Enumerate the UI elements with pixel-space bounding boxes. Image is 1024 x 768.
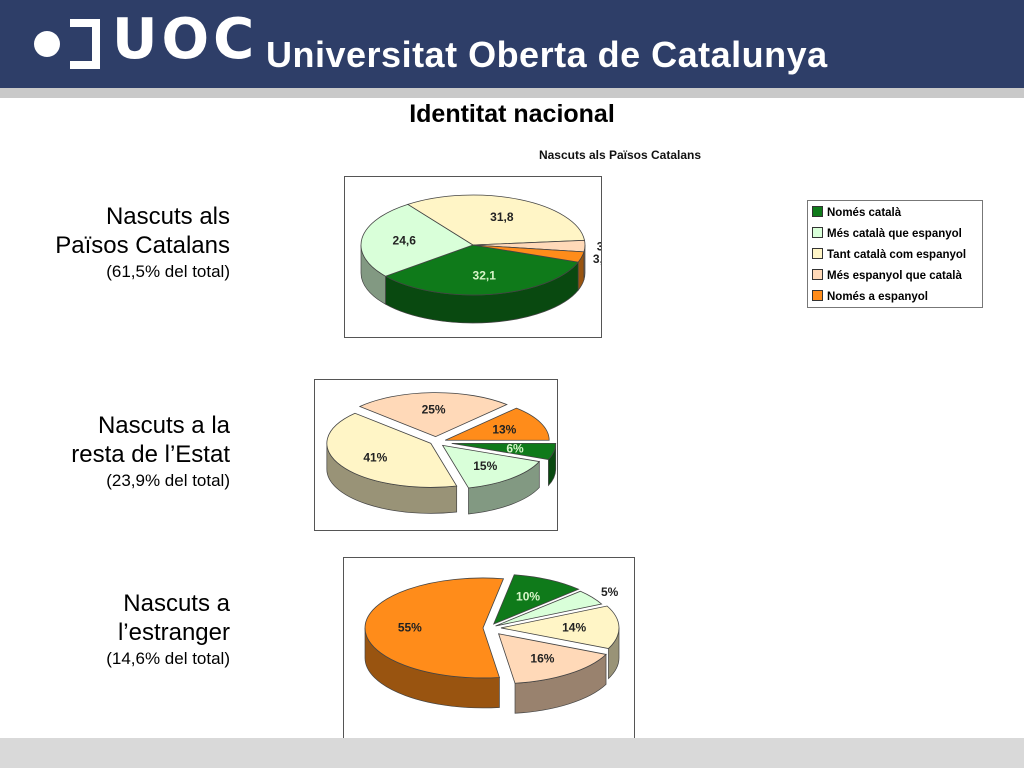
chart-legend: Només català Més català que espanyol Tan… (807, 200, 983, 308)
slide-title: Identitat nacional (409, 100, 615, 128)
pie-data-label: 15% (473, 459, 497, 473)
pie-slice (364, 577, 505, 679)
pie-slice (445, 407, 550, 441)
group-label-line1: Nascuts a la (97, 412, 230, 439)
pie-data-label: 13% (492, 422, 516, 436)
university-name: Universitat Oberta de Catalunya (266, 34, 828, 75)
uoc-logo-icon (34, 19, 100, 69)
pie-slice (441, 444, 541, 489)
group-label-line2: l’estranger (117, 619, 230, 646)
pie-slice (384, 244, 579, 296)
pie-data-label: 16% (530, 652, 554, 666)
header-divider (0, 88, 1024, 98)
group-label-line1: Nascuts a (123, 590, 230, 617)
legend-swatch (812, 248, 823, 259)
group-label-line1: Nascuts als (105, 203, 230, 230)
pie-slice (500, 605, 620, 650)
pie-data-label: 3,5 (597, 239, 601, 253)
footer-bar (0, 738, 1024, 768)
group-label-line2: resta de l’Estat (71, 441, 230, 468)
chart-title: Nascuts als Països Catalans (538, 148, 702, 162)
legend-swatch (812, 206, 823, 217)
group-label-estranger: Nascuts a l’estranger (14,6% del total) (106, 589, 230, 671)
pie-data-label: 41% (363, 450, 387, 464)
pie-slice (360, 203, 474, 277)
pie-data-label: 24,6 (393, 234, 417, 248)
legend-item: Només català (812, 206, 901, 219)
logo-text: UOC (112, 7, 259, 72)
pie-data-label: 10% (516, 590, 540, 604)
pie-chart-estranger: 10% 5% 14% 16% 55% (343, 557, 635, 739)
pie-data-label: 55% (398, 620, 422, 634)
legend-label: Més espanyol que català (827, 270, 962, 282)
pie-data-label: 31,8 (490, 210, 514, 224)
pie-chart-svg: 6% 15% 41% 25% 13% (326, 392, 557, 515)
legend-item: Tant català com espanyol (812, 248, 966, 261)
legend-label: Més català que espanyol (827, 228, 962, 240)
pie-data-label: 32,1 (473, 269, 497, 283)
legend-item: Només a espanyol (812, 290, 928, 303)
pie-slice (451, 442, 557, 460)
legend-label: Només a espanyol (827, 291, 928, 303)
group-label-share: (14,6% del total) (106, 649, 230, 668)
legend-item: Més català que espanyol (812, 227, 962, 240)
header-bar (0, 0, 1024, 88)
group-label-share: (61,5% del total) (106, 262, 230, 281)
pie-slice (406, 194, 586, 246)
legend-swatch (812, 290, 823, 301)
pie-slice (326, 412, 458, 488)
pie-slice (358, 392, 508, 438)
pie-chart-estat: 6% 15% 41% 25% 13% (314, 379, 558, 531)
group-label-estat: Nascuts a la resta de l’Estat (23,9% del… (71, 411, 230, 493)
pie-chart-svg: 10% 5% 14% 16% 55% (364, 574, 620, 714)
group-label-share: (23,9% del total) (106, 471, 230, 490)
pie-data-label: 14% (562, 620, 586, 634)
group-label-catalans: Nascuts als Països Catalans (61,5% del t… (55, 202, 230, 284)
legend-label: Només català (827, 207, 902, 219)
pie-slice (495, 590, 603, 627)
pie-slice (492, 574, 580, 625)
pie-chart-svg: 32,1 24,6 31,8 3,53,2 (360, 194, 614, 324)
pie-chart-catalans: 32,1 24,6 31,8 3,53,2 (344, 176, 614, 338)
legend-swatch (812, 227, 823, 238)
pie-slice (472, 244, 585, 263)
legend-swatch (812, 269, 823, 280)
pie-data-label: 6% (506, 441, 524, 455)
pie-data-label: 25% (422, 402, 446, 416)
legend-label: Tant català com espanyol (827, 249, 967, 261)
group-label-line2: Països Catalans (55, 232, 230, 259)
pie-slice (497, 633, 607, 684)
legend-item: Més espanyol que català (812, 269, 962, 282)
pie-data-label: 3,2 (593, 252, 601, 266)
pie-data-label: 5% (601, 585, 619, 599)
